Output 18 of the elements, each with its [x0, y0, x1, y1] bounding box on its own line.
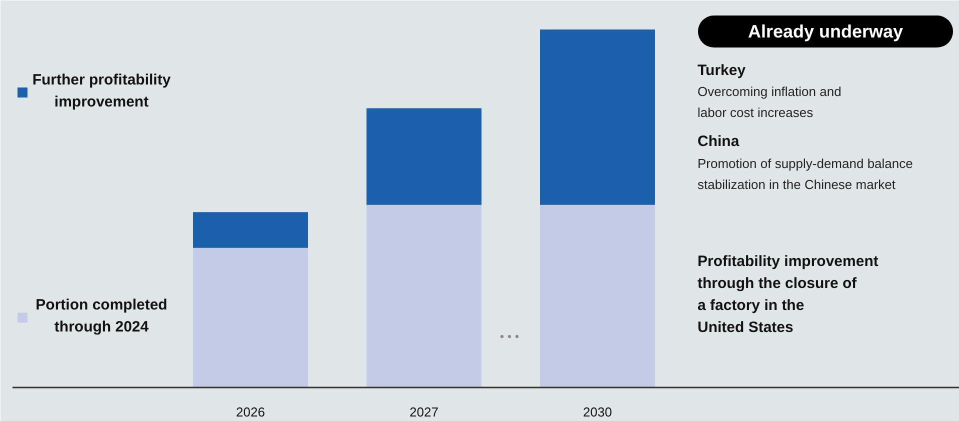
text: Already underway [748, 22, 904, 42]
x-tick-label: 2027 [410, 404, 438, 420]
text: China [698, 133, 740, 150]
bar [540, 30, 655, 205]
legend-label: Further profitability improvement [32, 72, 172, 110]
bar [193, 248, 308, 388]
legend-label: Portion completed through 2024 [36, 296, 168, 336]
bar [366, 108, 482, 205]
text: Turkey [698, 62, 746, 79]
bar [366, 204, 482, 388]
text: Promotion of supply-demand balance stabilization in the Chinese market [698, 156, 913, 192]
annotation: • • • [500, 330, 520, 344]
text: Overcoming inflation and labor cost increases [698, 84, 842, 120]
bar [193, 212, 308, 248]
bar [540, 204, 655, 388]
text: Profitability improvement through the closure of a factory in the United States [698, 253, 878, 336]
x-tick-label: 2026 [236, 404, 265, 420]
x-tick-label: 2030 [583, 404, 612, 420]
